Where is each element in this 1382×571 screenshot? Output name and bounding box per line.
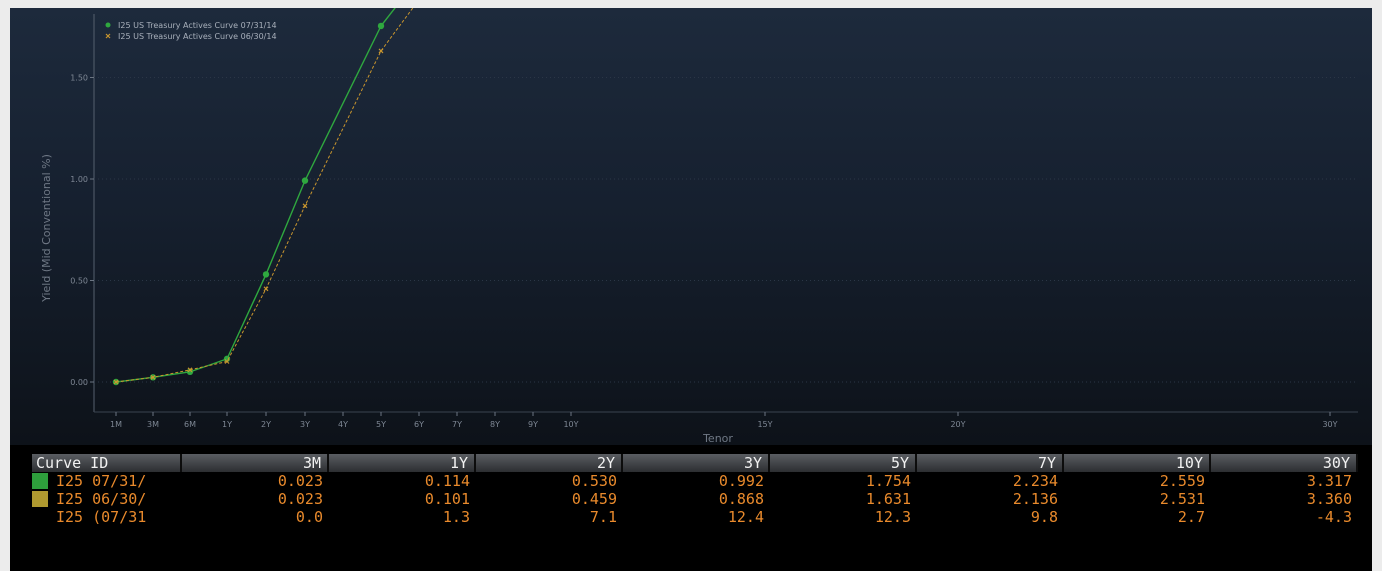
value-cell: 2.136 [1012, 490, 1058, 508]
x-tick-label: 1Y [222, 420, 232, 429]
legend-marker [105, 22, 111, 28]
value-cell: 0.023 [277, 490, 323, 508]
x-tick-label: 8Y [490, 420, 500, 429]
y-axis-title: Yield (Mid Conventional %) [40, 154, 53, 303]
value-cell: 12.3 [874, 508, 911, 526]
data-point[interactable] [302, 203, 308, 209]
value-cell: 7.1 [589, 508, 617, 526]
yield-curve-chart: 3.503.002.502.001.501.000.500.00 1M3M6M1… [40, 8, 1358, 445]
header-3y[interactable]: 3Y [623, 454, 770, 472]
y-tick-label: 1.00 [70, 175, 88, 184]
value-cell: 12.4 [727, 508, 764, 526]
x-tick-label: 6M [184, 420, 196, 429]
screen: 3.503.002.502.001.501.000.500.00 1M3M6M1… [10, 8, 1372, 571]
x-axis-title: Tenor [702, 432, 733, 445]
x-tick-label: 9Y [528, 420, 538, 429]
value-cell: 0.023 [277, 472, 323, 490]
table-header-row: Curve ID 3M 1Y 2Y 3Y 5Y 7Y 10Y 30Y [32, 454, 1358, 472]
value-cell: 9.8 [1030, 508, 1058, 526]
value-cell: 3.317 [1306, 472, 1352, 490]
value-cell: 2.7 [1177, 508, 1205, 526]
table-row[interactable]: I25 (07/31 0.0 1.3 7.1 12.4 12.3 9.8 2.7… [32, 508, 1358, 526]
x-tick-label: 7Y [452, 420, 462, 429]
value-cell: 0.530 [571, 472, 617, 490]
y-tick-label: 0.50 [70, 277, 88, 286]
x-tick-label: 20Y [950, 420, 965, 429]
data-point[interactable] [377, 22, 385, 30]
data-point[interactable] [113, 379, 119, 385]
y-tick-label: 0.00 [70, 378, 88, 387]
value-cell: 2.234 [1012, 472, 1058, 490]
data-point[interactable] [187, 367, 193, 373]
x-tick-label: 10Y [563, 420, 578, 429]
table-row[interactable]: I25 07/31/ 0.023 0.114 0.530 0.992 1.754… [32, 472, 1358, 490]
x-tick-label: 3Y [300, 420, 310, 429]
curve-id-cell: I25 06/30/ [56, 490, 147, 508]
value-cell: 1.3 [442, 508, 470, 526]
table-row[interactable]: I25 06/30/ 0.023 0.101 0.459 0.868 1.631… [32, 490, 1358, 508]
header-2y[interactable]: 2Y [476, 454, 623, 472]
header-7y[interactable]: 7Y [917, 454, 1064, 472]
value-cell: 0.868 [718, 490, 764, 508]
header-5y[interactable]: 5Y [770, 454, 917, 472]
x-tick-label: 1M [110, 420, 122, 429]
value-cell: 1.631 [865, 490, 911, 508]
data-point[interactable] [150, 374, 156, 380]
x-tick-label: 30Y [1322, 420, 1337, 429]
value-cell: -4.3 [1315, 508, 1352, 526]
series-color-swatch [32, 491, 48, 507]
value-cell: 2.531 [1159, 490, 1205, 508]
legend-marker [105, 33, 111, 39]
value-cell: 0.101 [424, 490, 470, 508]
header-3m[interactable]: 3M [182, 454, 329, 472]
value-cell: 0.114 [424, 472, 470, 490]
value-cell: 2.559 [1159, 472, 1205, 490]
data-point[interactable] [186, 368, 194, 376]
data-point[interactable] [301, 177, 309, 184]
legend-entry[interactable]: I25 US Treasury Actives Curve 06/30/14 [118, 32, 277, 41]
header-curve-id[interactable]: Curve ID [32, 454, 182, 472]
curve-id-cell: I25 07/31/ [56, 472, 147, 490]
x-tick-label: 2Y [261, 420, 271, 429]
series-color-swatch [32, 473, 48, 489]
yield-curve-chart-panel: 3.503.002.502.001.501.000.500.00 1M3M6M1… [10, 8, 1372, 445]
value-cell: 0.0 [295, 508, 323, 526]
y-tick-label: 1.50 [70, 74, 88, 83]
legend-entry[interactable]: I25 US Treasury Actives Curve 07/31/14 [118, 21, 277, 30]
data-point[interactable] [224, 359, 230, 364]
header-30y[interactable]: 30Y [1211, 454, 1358, 472]
value-cell: 3.360 [1306, 490, 1352, 508]
x-tick-label: 6Y [414, 420, 424, 429]
curve-comparison-table: Curve ID 3M 1Y 2Y 3Y 5Y 7Y 10Y 30Y I25 0… [32, 454, 1358, 526]
header-10y[interactable]: 10Y [1064, 454, 1211, 472]
value-cell: 0.459 [571, 490, 617, 508]
value-cell: 0.992 [718, 472, 764, 490]
x-tick-label: 4Y [338, 420, 348, 429]
curve-id-cell: I25 (07/31 [56, 508, 147, 526]
data-point[interactable] [262, 271, 270, 278]
series-line [115, 8, 414, 383]
x-tick-label: 5Y [376, 420, 386, 429]
x-tick-label: 15Y [757, 420, 772, 429]
data-point[interactable] [263, 286, 269, 292]
value-cell: 1.754 [865, 472, 911, 490]
x-tick-label: 3M [147, 420, 159, 429]
data-point[interactable] [378, 48, 384, 54]
header-1y[interactable]: 1Y [329, 454, 476, 472]
series-line [115, 8, 396, 383]
